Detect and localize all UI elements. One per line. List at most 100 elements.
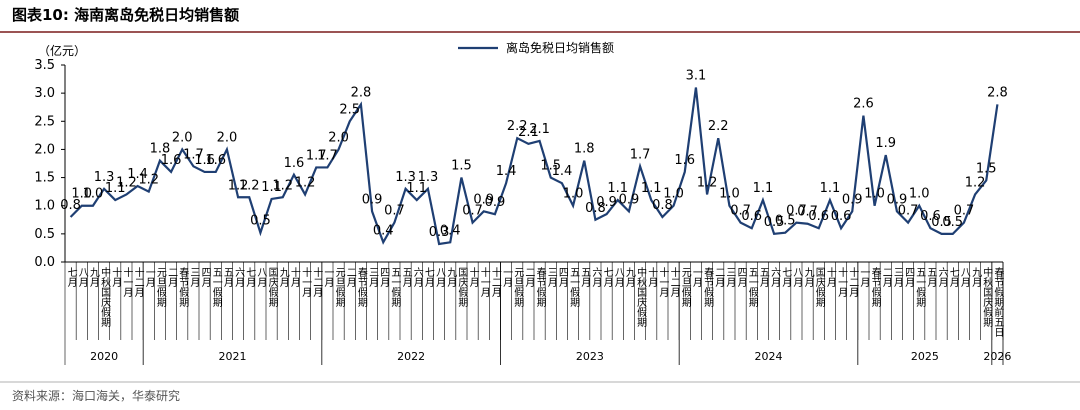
data-label: 2.2 (507, 119, 528, 134)
data-label: 0.7 (797, 205, 818, 220)
legend-label: 离岛免税日均销售额 (506, 40, 614, 55)
x-tick-label: 四月 (378, 267, 390, 288)
x-tick-label: 十一月 (121, 266, 133, 298)
data-label: 1.1 (105, 181, 126, 196)
data-label: 0.5 (931, 215, 952, 230)
data-label: 1.1 (607, 181, 628, 196)
data-label: 1.2 (239, 178, 260, 193)
x-tick-label: 五一假期 (914, 267, 926, 308)
data-label: 0.5 (764, 215, 785, 230)
data-label: 1.0 (719, 187, 740, 202)
data-label: 0.9 (485, 195, 506, 210)
data-label: 0.6 (741, 209, 762, 224)
y-tick-label: 2.0 (34, 142, 55, 157)
x-tick-label: 三月 (724, 267, 736, 288)
data-label: 1.1 (641, 181, 662, 196)
x-tick-label: 元旦假期 (679, 267, 691, 308)
group-label: 2020 (90, 350, 118, 363)
x-tick-label: 八月 (434, 267, 446, 288)
x-tick-label: 二月 (166, 267, 178, 288)
x-tick-label: 九月 (970, 267, 982, 288)
data-label: 0.9 (362, 192, 383, 207)
x-tick-label: 九月 (87, 267, 99, 288)
x-tick-label: 八月 (791, 267, 803, 288)
y-tick-label: 0.5 (34, 227, 55, 242)
data-label: 1.2 (228, 178, 249, 193)
x-tick-label: 九月 (277, 267, 289, 288)
x-tick-label: 七月 (947, 267, 959, 288)
data-label: 1.2 (295, 175, 316, 190)
data-label: 1.0 (563, 187, 584, 202)
x-tick-label: 八月 (958, 267, 970, 288)
data-label: 1.6 (674, 153, 695, 168)
x-tick-label: 十二月 (489, 266, 501, 298)
data-label: 1.0 (864, 187, 885, 202)
x-tick-label: 春节假期 (702, 267, 714, 308)
data-label: 1.0 (909, 187, 930, 202)
x-tick-label: 春节假期 (534, 267, 546, 308)
x-tick-label: 中秋国庆假期 (99, 266, 111, 328)
x-tick-label: 十二月 (132, 266, 144, 298)
data-label: 1.3 (418, 170, 439, 185)
data-label: 1.2 (965, 175, 986, 190)
x-tick-label: 国庆假期 (266, 267, 278, 308)
x-tick-label: 五月 (579, 267, 591, 288)
data-label: 0.4 (440, 223, 461, 238)
x-tick-label: 春节假期 (177, 267, 189, 308)
data-label: 2.8 (987, 85, 1008, 100)
data-label: 1.0 (83, 187, 104, 202)
data-label: 1.9 (875, 136, 896, 151)
data-label: 1.0 (71, 187, 92, 202)
x-tick-label: 一月 (690, 267, 702, 288)
x-tick-label: 四月 (735, 267, 747, 288)
data-label: 0.7 (384, 204, 405, 219)
x-tick-label: 三月 (891, 267, 903, 288)
data-label: 1.6 (161, 153, 182, 168)
x-tick-label: 春节假期 (355, 267, 367, 308)
data-label: 2.1 (529, 122, 550, 137)
group-label: 2025 (911, 350, 939, 363)
data-label: 0.8 (585, 201, 606, 216)
x-tick-label: 元旦假期 (154, 267, 166, 308)
data-label: 0.5 (775, 214, 796, 229)
data-label: 1.6 (205, 153, 226, 168)
data-label: 0.9 (596, 195, 617, 210)
data-label: 0.8 (60, 198, 81, 213)
data-label: 2.1 (518, 125, 539, 140)
x-tick-label: 五月 (757, 267, 769, 288)
data-line (69, 87, 999, 246)
x-tick-label: 一月 (143, 267, 155, 288)
x-tick-label: 十一月 (300, 266, 312, 298)
x-tick-label: 十月 (110, 266, 122, 288)
data-label: 1.4 (127, 167, 148, 182)
data-label: 1.2 (272, 178, 293, 193)
x-tick-label: 七月 (65, 267, 77, 288)
y-tick-label: 3.0 (34, 86, 55, 101)
data-label: 2.8 (351, 85, 372, 100)
x-tick-label: 元旦假期 (333, 267, 345, 308)
data-label: 1.0 (663, 187, 684, 202)
x-tick-label: 五月 (925, 267, 937, 288)
x-tick-label: 二月 (344, 267, 356, 288)
x-tick-label: 四月 (556, 267, 568, 288)
x-tick-label: 十月 (824, 266, 836, 288)
x-tick-label: 十月 (288, 266, 300, 288)
data-label: 1.6 (194, 153, 215, 168)
x-tick-label: 二月 (713, 267, 725, 288)
data-label: 2.0 (217, 130, 238, 145)
x-tick-label: 中秋国庆假期 (635, 266, 647, 328)
x-tick-label: 三月 (188, 267, 200, 288)
x-tick-label: 国庆假期 (456, 267, 468, 308)
x-tick-label: 春节假期 (869, 267, 881, 308)
data-label: 0.6 (831, 209, 852, 224)
data-label: 1.7 (306, 148, 327, 163)
data-label: 1.7 (630, 147, 651, 162)
x-tick-label: 一月 (858, 267, 870, 288)
data-label: 0.6 (808, 209, 829, 224)
x-tick-label: 二月 (523, 267, 535, 288)
data-label: 1.5 (976, 161, 997, 176)
data-label: 1.1 (753, 181, 774, 196)
data-label: 0.3 (429, 225, 450, 240)
x-tick-label: 国庆假期 (813, 267, 825, 308)
data-label: 1.2 (116, 175, 137, 190)
